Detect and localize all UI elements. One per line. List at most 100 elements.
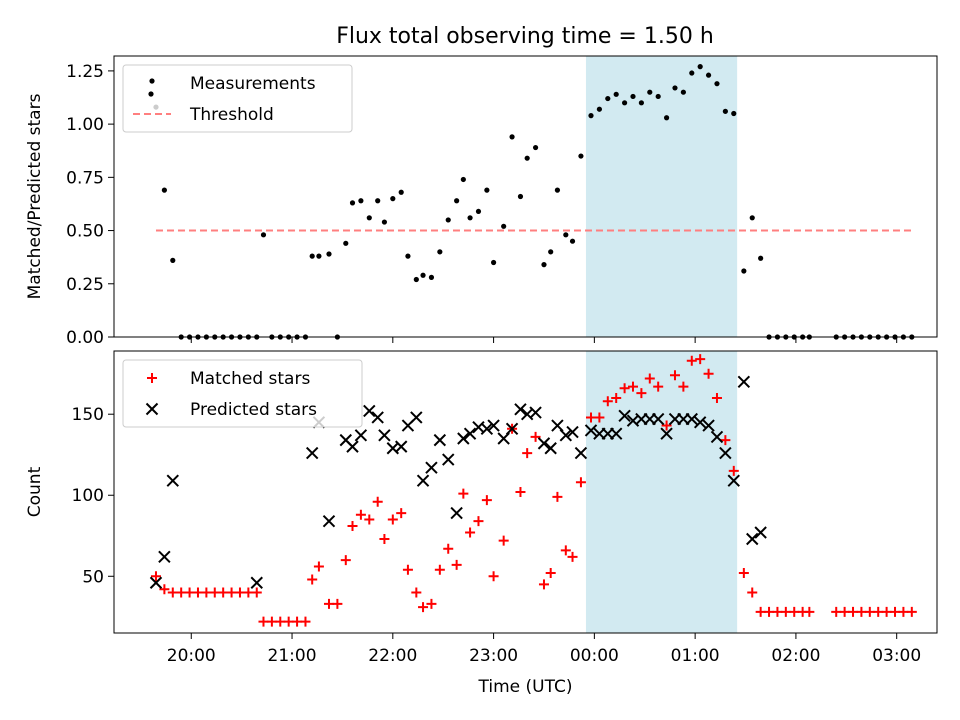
matched-star-point xyxy=(300,616,311,627)
measurement-point xyxy=(630,93,636,100)
top-y-tick-label: 0.00 xyxy=(66,328,104,348)
matched-star-point xyxy=(669,370,680,381)
matched-star-point xyxy=(209,587,220,598)
measurement-point xyxy=(398,189,404,195)
matched-star-point xyxy=(396,508,407,519)
matched-star-point xyxy=(619,383,630,394)
measurement-point xyxy=(758,255,764,261)
matched-star-point xyxy=(530,431,541,442)
matched-star-point xyxy=(498,535,509,546)
measurement-point xyxy=(563,232,569,238)
measurement-point xyxy=(358,198,364,204)
bot-y-tick-label: 150 xyxy=(72,405,104,425)
predicted-star-point xyxy=(537,437,551,450)
predicted-star-point xyxy=(618,409,631,423)
measurement-point xyxy=(343,240,349,246)
matched-star-point xyxy=(627,381,638,392)
predicted-star-point xyxy=(433,433,447,447)
measurement-point xyxy=(428,274,435,280)
measurement-point xyxy=(467,215,473,221)
matched-star-point xyxy=(159,584,170,595)
legend-label-measurements: Measurements xyxy=(190,74,316,94)
matched-star-point xyxy=(560,545,571,556)
matched-star-point xyxy=(522,448,533,459)
matched-star-point xyxy=(150,571,161,582)
matched-star-point xyxy=(738,568,749,579)
matched-star-point xyxy=(258,616,269,627)
measurement-point xyxy=(349,200,356,206)
matched-star-point xyxy=(848,606,859,617)
top-highlight-span xyxy=(585,56,738,337)
matched-star-point xyxy=(292,616,303,627)
top-y-tick-label: 0.50 xyxy=(66,222,104,242)
matched-star-point xyxy=(856,606,867,617)
matched-star-point xyxy=(458,488,469,499)
x-tick-label: 22:00 xyxy=(368,646,417,666)
x-tick-label: 20:00 xyxy=(167,646,216,666)
legend-marker-predicted-stars xyxy=(145,402,159,416)
predicted-star-point xyxy=(574,446,588,460)
matched-star-point xyxy=(780,606,791,617)
matched-star-point xyxy=(602,396,613,407)
measurement-point xyxy=(605,95,611,102)
measurement-point xyxy=(548,249,554,255)
measurement-point xyxy=(722,108,728,114)
measurement-point xyxy=(490,259,497,266)
matched-star-point xyxy=(340,555,351,566)
matched-star-point xyxy=(451,559,462,570)
predicted-star-point xyxy=(149,576,163,589)
top-y-tick-label: 1.00 xyxy=(66,115,104,135)
matched-star-point xyxy=(789,606,800,617)
predicted-star-point xyxy=(746,532,759,546)
predicted-star-point xyxy=(487,419,500,432)
matched-star-point xyxy=(653,381,664,392)
predicted-star-point xyxy=(727,474,740,487)
predicted-star-point xyxy=(442,453,455,466)
matched-star-point xyxy=(355,509,366,520)
matched-star-point xyxy=(804,606,815,617)
predicted-star-point xyxy=(463,427,477,440)
matched-star-point xyxy=(251,587,262,598)
x-tick-label: 00:00 xyxy=(570,646,619,666)
matched-star-point xyxy=(864,606,875,617)
matched-star-point xyxy=(890,606,901,617)
matched-star-point xyxy=(443,543,454,554)
measurement-point xyxy=(309,253,315,259)
predicted-star-point xyxy=(559,429,573,442)
measurement-point xyxy=(741,268,747,274)
measurement-point xyxy=(509,134,515,140)
measurement-point xyxy=(672,85,678,91)
predicted-star-point xyxy=(450,506,463,520)
measurement-point xyxy=(375,198,381,204)
matched-star-point xyxy=(387,514,398,525)
measurement-point xyxy=(655,93,661,100)
measurement-point xyxy=(596,106,603,112)
matched-star-point xyxy=(831,606,842,617)
matched-star-point xyxy=(307,574,318,585)
predicted-star-point xyxy=(322,514,336,528)
legend-marker-measurements xyxy=(149,78,155,84)
predicted-star-point xyxy=(416,474,430,487)
predicted-star-point xyxy=(425,461,438,474)
predicted-star-point xyxy=(609,427,623,440)
matched-star-point xyxy=(332,598,343,609)
matched-star-point xyxy=(898,606,909,617)
matched-star-point xyxy=(426,598,437,609)
bot-y-tick-label: 100 xyxy=(72,486,104,506)
legend-label-threshold: Threshold xyxy=(189,105,274,125)
measurement-point xyxy=(460,176,466,183)
matched-star-point xyxy=(764,606,775,617)
top-panel: 0.00 0.25 0.50 0.75 1.00 1.25 Matched/Predict… xyxy=(25,55,938,348)
matched-star-point xyxy=(636,388,647,399)
matched-star-point xyxy=(167,587,178,598)
matched-star-point xyxy=(594,412,605,423)
measurement-point xyxy=(588,113,594,119)
matched-star-point xyxy=(545,568,556,579)
predicted-star-point xyxy=(737,375,751,389)
matched-star-point xyxy=(418,602,429,613)
measurement-point xyxy=(689,70,695,76)
predicted-star-point xyxy=(693,416,707,429)
matched-star-point xyxy=(364,514,375,525)
measurement-point xyxy=(714,81,720,87)
